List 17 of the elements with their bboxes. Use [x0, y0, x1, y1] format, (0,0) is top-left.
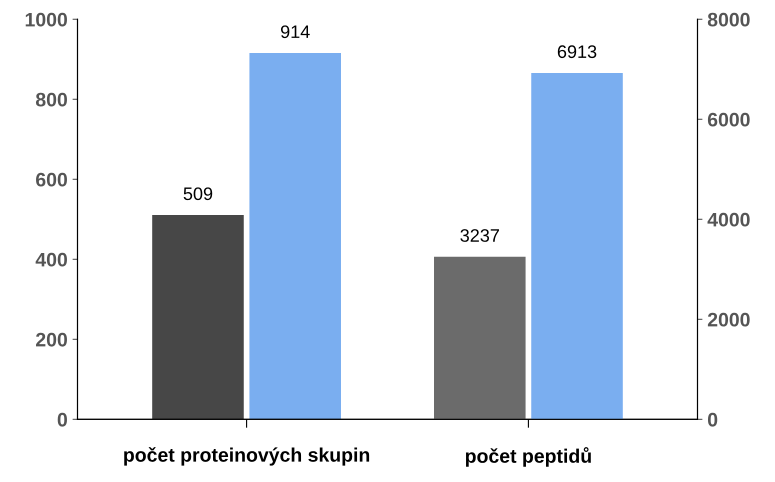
y2-tick-label: 8000 [708, 12, 750, 27]
y2-tick-label: 2000 [708, 312, 750, 327]
y-tick-label: 600 [36, 172, 67, 187]
x-tick-label: počet peptidů [466, 447, 591, 467]
y-tick-label: 0 [58, 412, 67, 427]
y2-tick-label: 0 [708, 412, 718, 427]
y-tick-label: 1000 [26, 12, 67, 27]
data-label: 6913 [558, 45, 596, 58]
data-label: 509 [184, 187, 212, 200]
x-tick-label: počet proteinových skupin [124, 447, 370, 466]
data-label: 914 [280, 25, 310, 38]
data-label: 3237 [460, 229, 499, 242]
y2-tick-label: 4000 [708, 212, 750, 227]
y2-tick-label: 6000 [708, 112, 750, 127]
y-tick-label: 800 [36, 92, 67, 107]
y-tick-label: 400 [36, 252, 67, 267]
y-tick-label: 200 [36, 332, 67, 347]
